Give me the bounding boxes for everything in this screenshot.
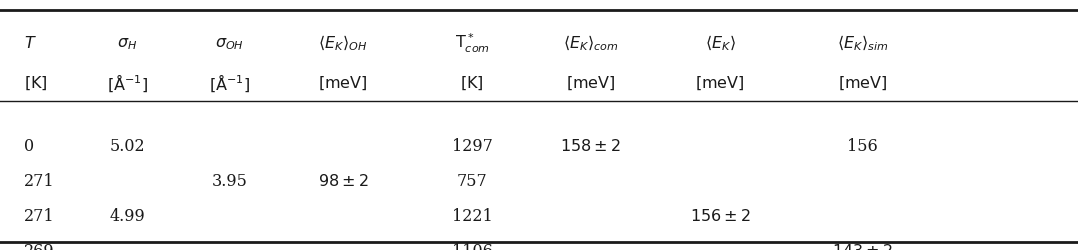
Text: $[\mathrm{meV}]$: $[\mathrm{meV}]$ bbox=[566, 75, 616, 92]
Text: $143 \pm 2$: $143 \pm 2$ bbox=[832, 243, 893, 250]
Text: 5.02: 5.02 bbox=[109, 138, 146, 155]
Text: $\sigma_{OH}$: $\sigma_{OH}$ bbox=[216, 35, 244, 52]
Text: 4.99: 4.99 bbox=[109, 208, 146, 225]
Text: $\langle E_K\rangle_{com}$: $\langle E_K\rangle_{com}$ bbox=[563, 34, 619, 54]
Text: 1106: 1106 bbox=[452, 243, 493, 250]
Text: $\langle E_K\rangle_{sim}$: $\langle E_K\rangle_{sim}$ bbox=[837, 34, 888, 54]
Text: 1221: 1221 bbox=[452, 208, 493, 225]
Text: $[\mathrm{meV}]$: $[\mathrm{meV}]$ bbox=[695, 75, 745, 92]
Text: $\langle E_K\rangle_{OH}$: $\langle E_K\rangle_{OH}$ bbox=[318, 34, 368, 54]
Text: 156: 156 bbox=[847, 138, 877, 155]
Text: $[\mathrm{meV}]$: $[\mathrm{meV}]$ bbox=[838, 75, 887, 92]
Text: 271: 271 bbox=[24, 173, 54, 190]
Text: 271: 271 bbox=[24, 208, 54, 225]
Text: $[\mathrm{K}]$: $[\mathrm{K}]$ bbox=[460, 75, 484, 92]
Text: $\sigma_H$: $\sigma_H$ bbox=[118, 35, 137, 52]
Text: $156 \pm 2$: $156 \pm 2$ bbox=[690, 208, 750, 225]
Text: 3.95: 3.95 bbox=[211, 173, 248, 190]
Text: $[\mathrm{\AA}^{-1}]$: $[\mathrm{\AA}^{-1}]$ bbox=[107, 73, 148, 94]
Text: $\langle E_K\rangle$: $\langle E_K\rangle$ bbox=[705, 34, 735, 54]
Text: $[\mathrm{K}]$: $[\mathrm{K}]$ bbox=[24, 75, 47, 92]
Text: 1297: 1297 bbox=[452, 138, 493, 155]
Text: $\mathrm{T}^*_{com}$: $\mathrm{T}^*_{com}$ bbox=[455, 32, 489, 55]
Text: $[\mathrm{\AA}^{-1}]$: $[\mathrm{\AA}^{-1}]$ bbox=[209, 73, 250, 94]
Text: $158 \pm 2$: $158 \pm 2$ bbox=[561, 138, 621, 155]
Text: $T$: $T$ bbox=[24, 35, 37, 52]
Text: 0: 0 bbox=[24, 138, 33, 155]
Text: 757: 757 bbox=[457, 173, 487, 190]
Text: 269: 269 bbox=[24, 243, 54, 250]
Text: $[\mathrm{meV}]$: $[\mathrm{meV}]$ bbox=[318, 75, 368, 92]
Text: $98 \pm 2$: $98 \pm 2$ bbox=[318, 173, 368, 190]
